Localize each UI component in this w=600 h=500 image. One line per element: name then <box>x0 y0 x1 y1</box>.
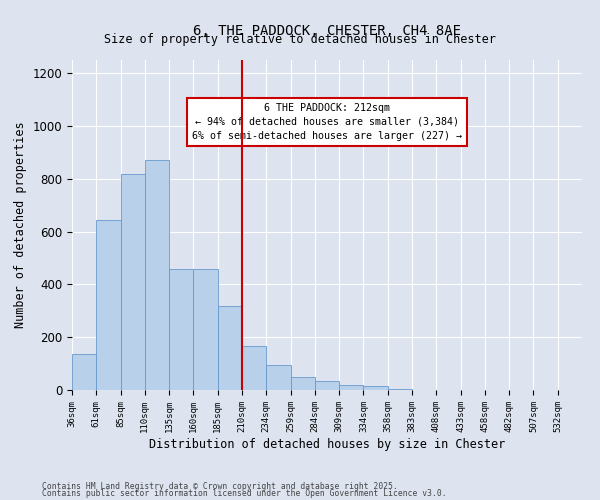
Text: Contains HM Land Registry data © Crown copyright and database right 2025.: Contains HM Land Registry data © Crown c… <box>42 482 398 491</box>
Bar <box>121 174 145 390</box>
Bar <box>315 381 339 390</box>
Bar <box>364 386 388 390</box>
Text: Contains public sector information licensed under the Open Government Licence v3: Contains public sector information licen… <box>42 490 446 498</box>
Bar <box>388 388 412 390</box>
Text: 6 THE PADDOCK: 212sqm
← 94% of detached houses are smaller (3,384)
6% of semi-de: 6 THE PADDOCK: 212sqm ← 94% of detached … <box>192 103 462 141</box>
Bar <box>266 365 290 390</box>
Bar <box>96 220 121 390</box>
Bar <box>169 268 193 390</box>
Y-axis label: Number of detached properties: Number of detached properties <box>14 122 27 328</box>
X-axis label: Distribution of detached houses by size in Chester: Distribution of detached houses by size … <box>149 438 505 450</box>
Text: Size of property relative to detached houses in Chester: Size of property relative to detached ho… <box>104 32 496 46</box>
Bar <box>290 377 315 390</box>
Bar <box>242 346 266 390</box>
Bar <box>72 354 96 390</box>
Bar <box>218 306 242 390</box>
Title: 6, THE PADDOCK, CHESTER, CH4 8AE: 6, THE PADDOCK, CHESTER, CH4 8AE <box>193 24 461 38</box>
Bar <box>339 384 364 390</box>
Bar <box>145 160 169 390</box>
Bar <box>193 268 218 390</box>
